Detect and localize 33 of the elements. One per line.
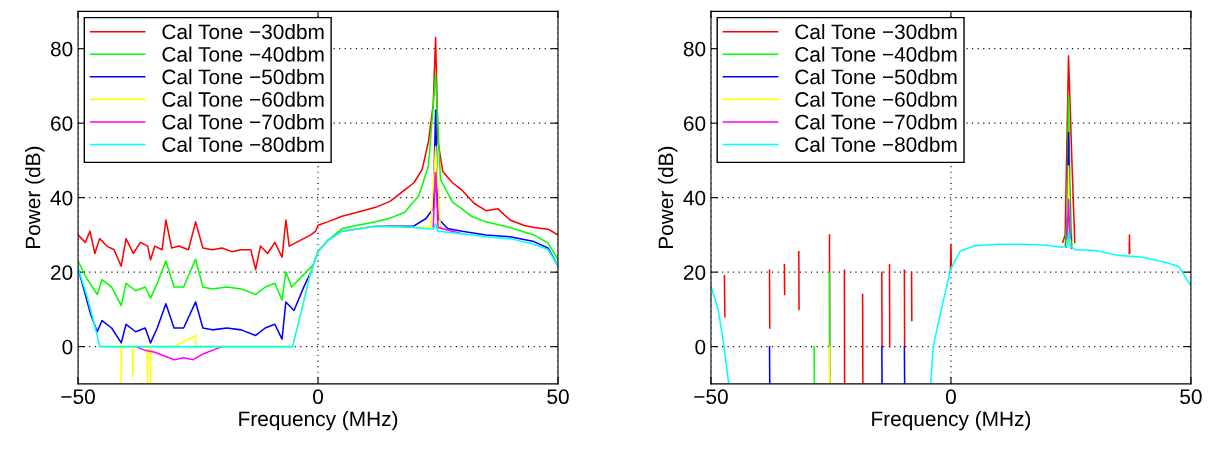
x-tick-label: 50 <box>1180 389 1202 405</box>
legend-label: Cal Tone −40dbm <box>795 46 957 62</box>
legend-label: Cal Tone −70dbm <box>795 114 957 130</box>
x-axis-title: Frequency (MHz) <box>872 410 1031 431</box>
y-tick-label: 40 <box>50 190 73 206</box>
y-tick-label: 0 <box>695 339 706 355</box>
y-tick-label: 0 <box>62 339 73 355</box>
y-tick-label: 20 <box>51 265 73 280</box>
x-tick-label: −50 <box>61 389 95 405</box>
legend-label: Cal Tone −50dbm <box>795 69 957 85</box>
y-tick-label: 20 <box>683 265 706 280</box>
legend-label: Cal Tone −70dbm <box>162 114 324 130</box>
legend-label: Cal Tone −60dbm <box>162 91 324 107</box>
x-tick-label: 0 <box>313 389 324 405</box>
x-axis-title: Frequency (MHz) <box>239 410 398 431</box>
legend-label: Cal Tone −30dbm <box>162 23 324 40</box>
x-tick-label: 0 <box>945 389 956 405</box>
line-series <box>78 222 558 348</box>
legend-label: Cal Tone −60dbm <box>795 91 957 107</box>
y-tick-label: 60 <box>51 116 73 131</box>
y-axis-title: Power (dB) <box>657 146 678 249</box>
legend-label: Cal Tone −80dbm <box>162 136 324 152</box>
y-tick-label: 40 <box>683 190 706 206</box>
legend-label: Cal Tone −30dbm <box>795 23 957 40</box>
y-axis-title: Power (dB) <box>25 146 45 249</box>
y-tick-label: 80 <box>50 41 73 57</box>
legend-label: Cal Tone −40dbm <box>162 46 324 62</box>
legend-label: Cal Tone −80dbm <box>795 136 957 152</box>
y-tick-label: 60 <box>683 116 706 131</box>
legend-label: Cal Tone −50dbm <box>162 69 324 85</box>
x-tick-label: 50 <box>547 389 569 405</box>
y-tick-label: 80 <box>683 41 706 57</box>
x-tick-label: −50 <box>694 389 728 405</box>
